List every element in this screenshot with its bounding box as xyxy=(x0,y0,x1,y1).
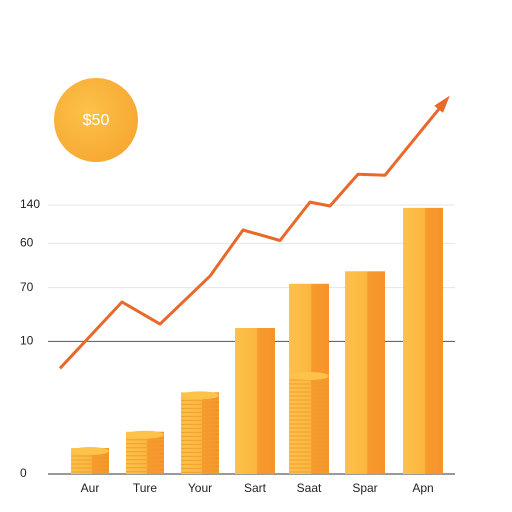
bar xyxy=(403,207,443,474)
coin-top xyxy=(181,391,219,400)
y-tick-label: 0 xyxy=(20,466,27,480)
x-tick-label: Ture xyxy=(133,481,158,495)
y-tick-label: 60 xyxy=(20,236,34,250)
badge xyxy=(54,78,138,162)
trend-arrowhead xyxy=(434,95,450,113)
coin-top xyxy=(126,430,164,439)
bar xyxy=(235,327,275,474)
bar-group xyxy=(235,327,275,474)
badge-label: $50 xyxy=(83,112,110,129)
trend-line xyxy=(58,99,448,370)
bar-group xyxy=(71,447,109,474)
y-tick-label: 10 xyxy=(20,334,34,348)
bar-group xyxy=(403,207,443,474)
bar xyxy=(345,271,385,474)
bar-group xyxy=(345,271,385,474)
bar xyxy=(126,431,164,474)
x-tick-label: Spar xyxy=(352,481,377,495)
bar-group xyxy=(126,430,164,474)
bar-group xyxy=(289,283,329,474)
x-tick-label: Your xyxy=(188,481,212,495)
y-tick-label: 140 xyxy=(20,197,40,211)
y-tick-label: 70 xyxy=(20,280,34,294)
x-tick-label: Saat xyxy=(297,481,322,495)
bar-group xyxy=(181,391,219,474)
coin-top xyxy=(289,372,329,380)
x-tick-label: Sart xyxy=(244,481,267,495)
x-tick-label: Aur xyxy=(81,481,100,495)
coin-top xyxy=(71,447,109,456)
x-tick-label: Apn xyxy=(412,481,433,495)
